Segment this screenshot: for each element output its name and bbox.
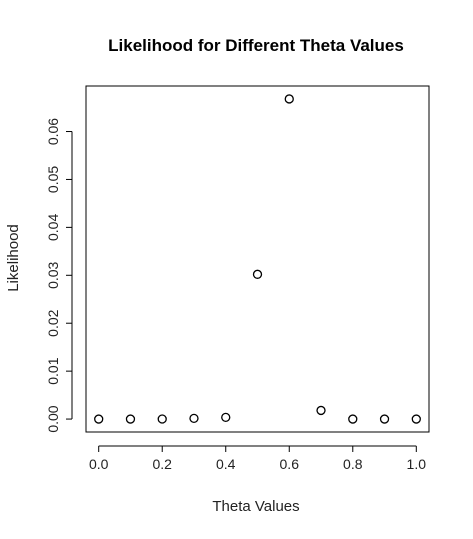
data-point xyxy=(94,414,104,424)
y-tick-label: 0.04 xyxy=(45,214,61,241)
y-tick-label: 0.05 xyxy=(45,166,61,193)
y-tick-label: 0.03 xyxy=(45,261,61,288)
x-tick-label: 0.0 xyxy=(89,456,109,472)
data-point xyxy=(221,412,231,423)
x-tick-label: 1.0 xyxy=(407,456,427,472)
data-point xyxy=(284,94,294,104)
data-point xyxy=(189,413,199,424)
y-axis-label: Likelihood xyxy=(5,224,22,292)
plot-frame xyxy=(85,85,430,433)
y-axis: 0.00 0.01 0.02 0.03 0.04 0.05 0.06 xyxy=(45,118,73,433)
data-points xyxy=(94,94,421,424)
x-tick-label: 0.8 xyxy=(343,456,363,472)
chart-title: Likelihood for Different Theta Values xyxy=(108,36,404,55)
data-point xyxy=(125,414,136,424)
data-point xyxy=(348,414,358,424)
y-tick-label: 0.02 xyxy=(45,309,61,336)
x-axis-label: Theta Values xyxy=(212,498,299,515)
x-tick-label: 0.2 xyxy=(152,456,172,472)
data-point xyxy=(411,414,421,424)
data-point xyxy=(157,414,167,424)
data-point xyxy=(316,405,326,416)
x-tick-label: 0.6 xyxy=(280,456,300,472)
y-tick-label: 0.00 xyxy=(45,405,61,432)
x-tick-label: 0.4 xyxy=(216,456,236,472)
x-axis: 0.0 0.2 0.4 0.6 0.8 1.0 xyxy=(89,445,427,472)
y-tick-label: 0.01 xyxy=(45,357,61,384)
y-tick-label: 0.06 xyxy=(45,118,61,145)
data-point xyxy=(252,269,263,279)
data-point xyxy=(379,414,390,424)
